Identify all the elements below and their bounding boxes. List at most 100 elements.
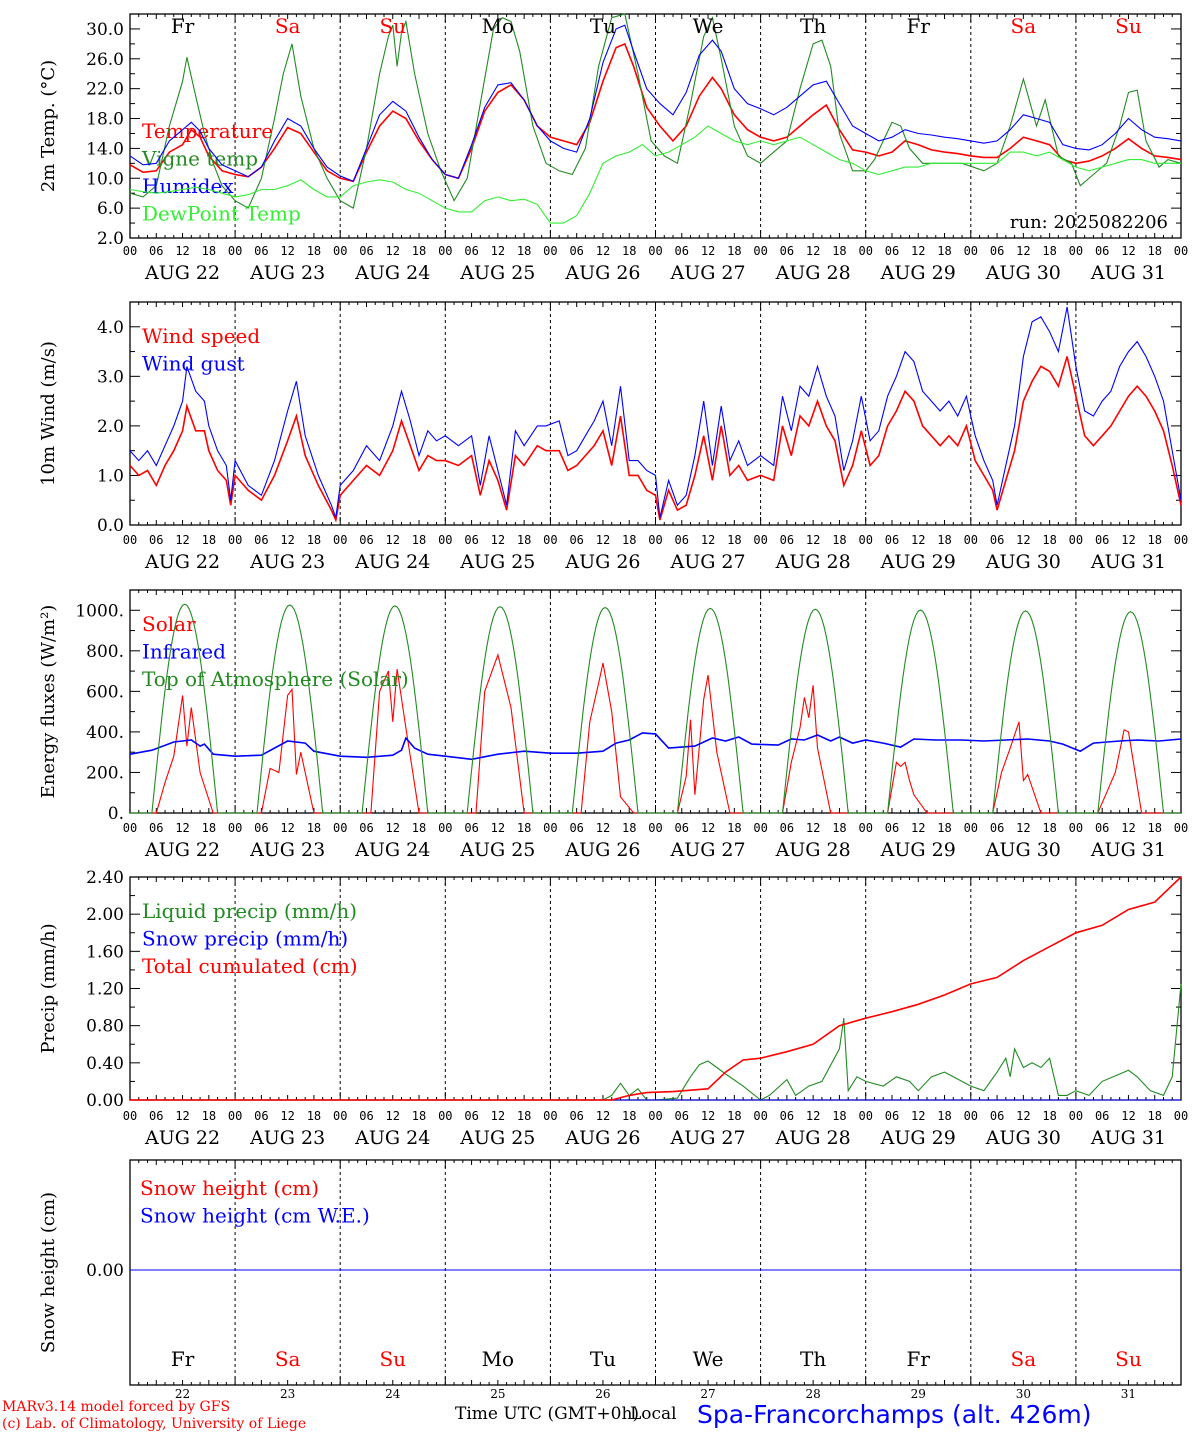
y-tick-label: 1.60 [86,942,124,962]
weekday-label: Sa [275,14,301,38]
hour-tick-label: 00 [543,1109,557,1123]
hour-tick-label: 00 [228,1109,242,1123]
hour-tick-label: 18 [412,1109,426,1123]
hour-tick-label: 06 [359,533,373,547]
weekday-label: Tu [590,1347,616,1371]
hour-tick-label: 06 [359,244,373,258]
series-line-wind-gust [129,306,1182,518]
date-label: AUG 23 [249,551,325,573]
y-tick-label: 3.0 [97,367,124,387]
model-credit: MARv3.14 model forced by GFS (c) Lab. of… [2,1399,306,1433]
y-tick-label: 1.20 [86,980,124,1000]
weekday-label: Su [1115,14,1142,38]
date-label: AUG 30 [985,1127,1061,1149]
weekday-label: Mo [482,1347,515,1371]
hour-tick-label: 12 [175,533,189,547]
date-label: AUG 23 [249,262,325,284]
weekday-label: Sa [275,1347,301,1371]
hour-tick-label: 00 [964,244,978,258]
hour-tick-label: 18 [1042,821,1056,835]
y-tick-label: 0.0 [97,516,124,536]
hour-tick-label: 12 [280,1109,294,1123]
hour-tick-label: 18 [832,533,846,547]
hour-tick-label: 18 [202,821,216,835]
y-axis-title: 2m Temp. (°C) [38,60,59,192]
y-tick-label: 0.40 [86,1054,124,1074]
hour-tick-label: 12 [386,244,400,258]
date-label: AUG 25 [459,262,535,284]
hour-tick-label: 00 [543,533,557,547]
hour-tick-label: 18 [307,821,321,835]
hour-tick-label: 12 [386,1109,400,1123]
legend-entry: Infrared [142,640,226,664]
hour-tick-label: 06 [780,533,794,547]
hour-tick-label: 18 [517,821,531,835]
y-tick-label: 800. [86,642,124,662]
hour-tick-label: 00 [543,821,557,835]
hour-tick-label: 00 [333,533,347,547]
y-tick-label: 400. [86,723,124,743]
hour-tick-label: 00 [964,821,978,835]
date-label: AUG 31 [1090,551,1166,573]
hour-tick-label: 06 [675,1109,689,1123]
hour-tick-label: 12 [1016,821,1030,835]
weekday-label: Fr [907,14,931,38]
hour-tick-label: 12 [280,244,294,258]
y-tick-label: 0.00 [86,1261,124,1281]
date-label: AUG 23 [249,839,325,861]
plot-frame [129,301,1182,526]
hour-tick-label: 12 [701,1109,715,1123]
legend-entry: Humidex [142,174,234,198]
panel-precip: 00 06 12 18 AUG 22 00 06 12 18 AUG 23 00 06 12 18 AUG … [38,868,1188,1149]
y-tick-label: 1000. [75,601,124,621]
y-tick-label: 30.0 [86,20,124,40]
weekday-label: Tu [590,14,616,38]
series-line-liquid-precip-mm-h [130,983,1182,1101]
hour-tick-label: 06 [1095,821,1109,835]
hour-tick-label: 00 [123,821,137,835]
hour-tick-label: 12 [1121,821,1135,835]
day-number-label: 27 [700,1387,715,1401]
hour-tick-label: 06 [254,533,268,547]
y-tick-label: 2.40 [86,868,124,888]
hour-tick-label: 06 [780,821,794,835]
weekday-label: Su [379,1347,406,1371]
hour-tick-label: 06 [359,821,373,835]
y-tick-label: 2.0 [97,229,124,249]
weekday-label: Sa [1011,14,1037,38]
hour-tick-label: 06 [254,244,268,258]
hour-tick-label: 00 [123,533,137,547]
hour-tick-label: 00 [753,244,767,258]
hour-tick-label: 06 [1095,533,1109,547]
day-number-label: 28 [806,1387,821,1401]
hour-tick-label: 00 [648,821,662,835]
hour-tick-label: 00 [648,1109,662,1123]
hour-tick-label: 18 [1147,533,1161,547]
hour-tick-label: 12 [1121,1109,1135,1123]
y-tick-label: 2.00 [86,905,124,925]
hour-tick-label: 00 [228,533,242,547]
hour-tick-label: 18 [937,244,951,258]
hour-tick-label: 18 [727,533,741,547]
date-label: AUG 22 [144,262,220,284]
hour-tick-label: 12 [806,821,820,835]
series-line-humidex [129,24,1182,183]
hour-tick-label: 06 [464,821,478,835]
hour-tick-label: 06 [990,821,1004,835]
hour-tick-label: 06 [149,533,163,547]
legend-entry: Snow height (cm W.E.) [140,1204,370,1228]
date-label: AUG 22 [144,839,220,861]
hour-tick-label: 12 [911,821,925,835]
panel-temperature: 00 06 12 18 AUG 22 00 06 12 18 AUG 23 00 06 12 18 AUG … [38,13,1188,284]
hour-tick-label: 00 [1174,244,1188,258]
y-tick-label: 26.0 [86,50,124,70]
date-label: AUG 22 [144,551,220,573]
hour-tick-label: 18 [412,244,426,258]
day-number-label: 29 [911,1387,926,1401]
hour-tick-label: 12 [386,533,400,547]
hour-tick-label: 12 [491,533,505,547]
hour-tick-label: 18 [622,533,636,547]
hour-tick-label: 06 [464,533,478,547]
hour-tick-label: 12 [386,821,400,835]
hour-tick-label: 06 [990,1109,1004,1123]
